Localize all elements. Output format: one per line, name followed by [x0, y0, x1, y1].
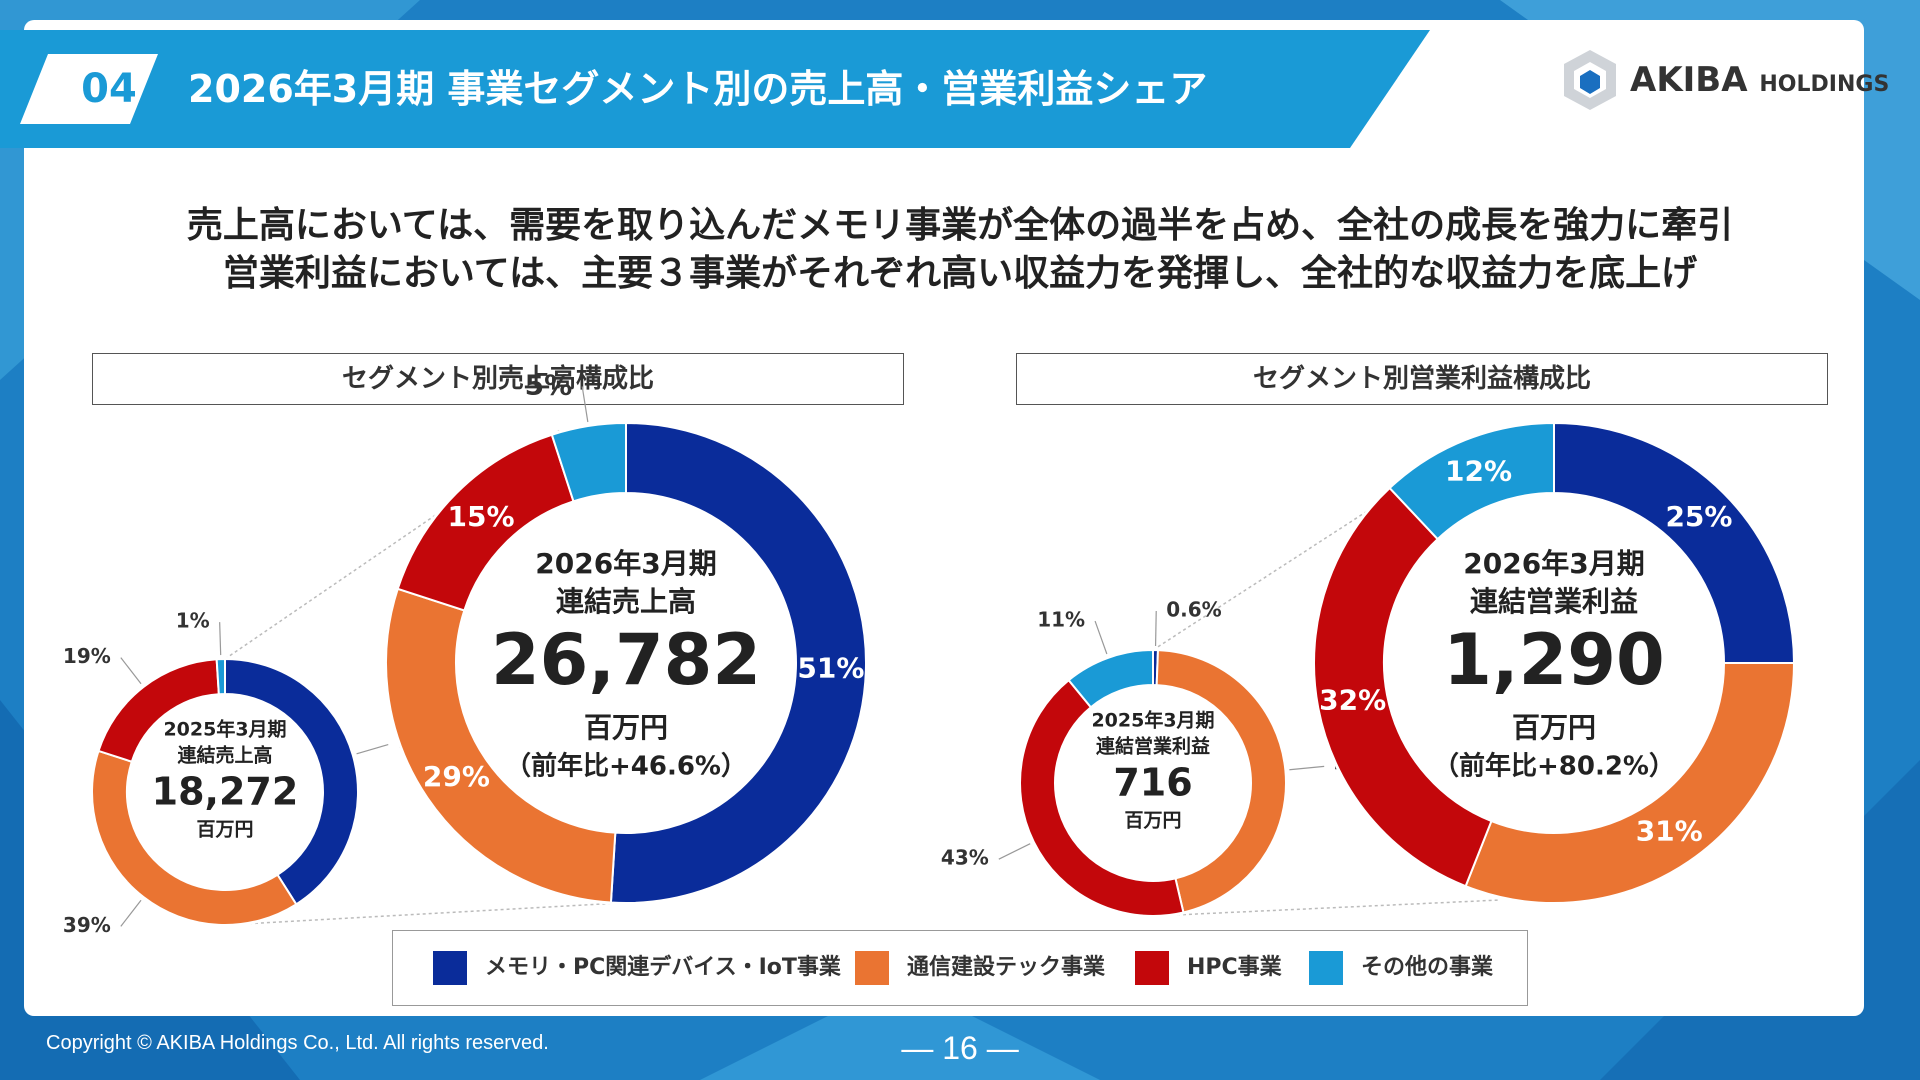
slice-leader-line: [120, 899, 142, 927]
center-caption: 連結営業利益: [1096, 735, 1210, 758]
slice-leader-line: [581, 386, 589, 423]
slice-label: 12%: [1445, 454, 1512, 487]
center-value: 716: [1113, 761, 1192, 805]
donut-slice: [215, 657, 226, 696]
donut-slice: [1019, 678, 1185, 917]
slice-label: 1%: [176, 609, 210, 633]
donut-slice: [1553, 421, 1796, 664]
chart-legend: メモリ・PC関連デバイス・IoT事業 通信建設テック事業 HPC事業 その他の事…: [392, 930, 1528, 1006]
center-value: 1,290: [1443, 619, 1664, 701]
donut-backdrop: [90, 657, 360, 927]
donut-slice: [1388, 421, 1555, 541]
center-note: （前年比+46.6%）: [505, 751, 747, 782]
legend-swatch-other: [1309, 951, 1343, 985]
center-unit: 百万円: [196, 819, 253, 841]
slice-label: 15%: [448, 500, 515, 533]
donut-slice: [224, 657, 359, 906]
slice-leader-line: [120, 657, 142, 685]
legend-label-hpc: HPC事業: [1187, 955, 1282, 980]
slice-label: 29%: [423, 760, 490, 793]
slice-label: 51%: [797, 651, 864, 684]
slice-label: 11%: [1037, 608, 1085, 632]
page-title: 2026年3月期 事業セグメント別の売上高・営業利益シェア: [188, 67, 1208, 111]
center-note: （前年比+80.2%）: [1433, 751, 1675, 782]
center-period: 2026年3月期: [535, 547, 716, 580]
center-period: 2025年3月期: [163, 718, 286, 741]
center-caption: 連結営業利益: [1470, 585, 1638, 618]
lead-line-1: 売上高においては、需要を取り込んだメモリ事業が全体の過半を占め、全社の成長を強力…: [186, 205, 1734, 246]
lead-line-2: 営業利益においては、主要３事業がそれぞれ高い収益力を発揮し、全社的な収益力を底上…: [222, 253, 1698, 294]
donut-slice: [609, 421, 867, 904]
donut-slice: [550, 421, 627, 503]
slice-leader-line: [1094, 620, 1108, 655]
slice-label: 39%: [63, 913, 111, 937]
slice-label: 25%: [1665, 500, 1732, 533]
copyright: Copyright © AKIBA Holdings Co., Ltd. All…: [46, 1032, 549, 1054]
donut-slice: [1464, 662, 1796, 904]
slice-leader-line: [1154, 611, 1157, 647]
company-logo: AKIBA HOLDINGS: [1560, 46, 1889, 116]
donut-slice: [1313, 486, 1493, 888]
slice-leader-line: [356, 743, 389, 755]
profit-panel-title: セグメント別営業利益構成比: [1016, 353, 1828, 405]
slice-label: 5%: [525, 368, 573, 401]
connector-line-profit-bottom: [1152, 899, 1501, 917]
section-number: 04: [81, 66, 137, 112]
slice-leader-line: [998, 843, 1031, 860]
slice-leader-line: [1289, 765, 1325, 771]
legend-swatch-memory: [433, 951, 467, 985]
center-caption: 連結売上高: [556, 585, 696, 618]
slice-label: 32%: [1319, 683, 1386, 716]
legend-swatch-hpc: [1135, 951, 1169, 985]
legend-label-other: その他の事業: [1361, 955, 1494, 980]
sales-panel-title: セグメント別売上高構成比: [92, 353, 904, 405]
center-caption: 連結売上高: [177, 744, 272, 767]
slice-label: 43%: [941, 846, 989, 870]
legend-label-telecom: 通信建設テック事業: [907, 955, 1106, 980]
slice-label: 19%: [63, 644, 111, 668]
page-number: — 16 —: [901, 1030, 1019, 1066]
center-unit: 百万円: [584, 711, 668, 744]
center-value: 18,272: [152, 770, 299, 814]
header-band: [0, 30, 1430, 148]
donut-slice: [1067, 648, 1154, 709]
center-unit: 百万円: [1124, 810, 1181, 832]
slice-label: 0.6%: [1166, 598, 1221, 622]
donut-slice: [1155, 649, 1287, 914]
donut-backdrop: [1018, 648, 1288, 918]
logo-text: AKIBA: [1630, 60, 1748, 100]
legend-label-memory: メモリ・PC関連デバイス・IoT事業: [485, 955, 841, 980]
cube-logo-icon: [1564, 50, 1616, 110]
slice-leader-line: [219, 622, 222, 656]
center-value: 26,782: [491, 619, 761, 701]
logo-subtext: HOLDINGS: [1759, 72, 1890, 97]
legend-swatch-telecom: [855, 951, 889, 985]
slice-label: 31%: [1636, 815, 1703, 848]
donut-slice: [385, 587, 617, 904]
center-period: 2025年3月期: [1091, 709, 1214, 732]
center-period: 2026年3月期: [1463, 547, 1644, 580]
center-unit: 百万円: [1512, 711, 1596, 744]
